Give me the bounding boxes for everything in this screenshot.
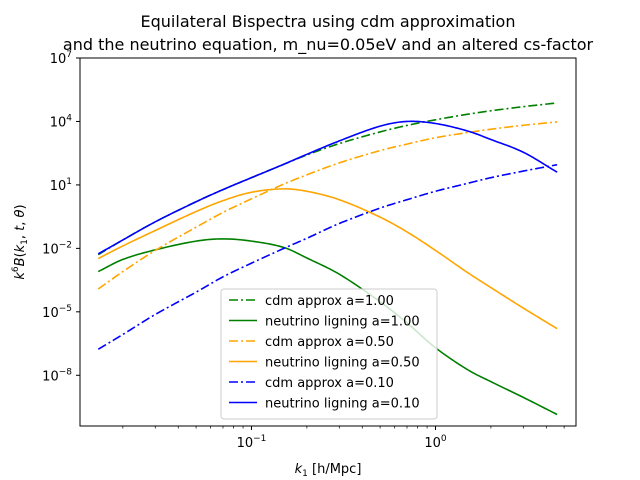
y-tick-label: 104 [50,113,73,130]
series-line-5 [97,120,558,255]
plot-frame [79,57,577,427]
legend-label: neutrino ligning a=1.00 [265,315,420,330]
legend-label: cdm approx a=0.10 [265,376,394,391]
chart-title-line-2: and the neutrino equation, m_nu=0.05eV a… [63,35,594,55]
legend-box [220,288,438,420]
y-tick-label: 107 [50,50,72,67]
series-line-3 [97,188,558,330]
y-tick-label: 10−2 [42,240,72,257]
legend-label: cdm approx a=1.00 [265,294,394,309]
plot-lines [97,102,558,416]
y-tick-label: 10−8 [42,367,72,384]
y-axis-label: k6B(k1, t, θ) [11,204,30,279]
series-line-2 [97,121,558,290]
chart-title-line-1: Equilateral Bispectra using cdm approxim… [141,12,516,31]
legend-label: neutrino ligning a=0.50 [265,356,420,371]
legend-label: cdm approx a=0.50 [265,335,394,350]
x-axis-label: k1 [h/Mpc] [295,462,362,479]
legend: cdm approx a=1.00 neutrino ligning a=1.00… [220,288,438,420]
y-axis: 10−8 10−5 10−2 101 104 107 [42,50,80,384]
series-line-1 [97,238,558,416]
x-tick-label: 100 [424,434,447,451]
y-tick-label: 101 [50,177,72,194]
x-tick-label: 10−1 [237,434,267,451]
y-tick-label: 10−5 [42,304,72,321]
x-axis: 10−1 100 [122,426,565,451]
legend-label: neutrino ligning a=0.10 [265,397,420,412]
series-line-4 [97,163,558,350]
